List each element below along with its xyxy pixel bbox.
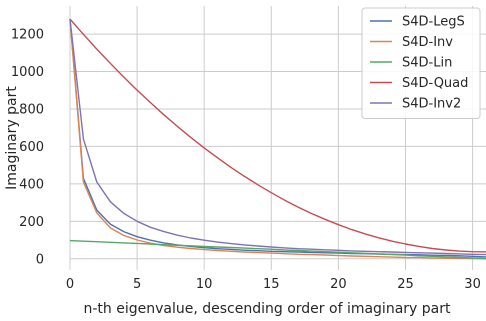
y-tick-label: 800 xyxy=(19,102,44,117)
x-tick-label: 20 xyxy=(330,277,347,292)
y-tick-label: 200 xyxy=(19,215,44,230)
x-tick-label: 5 xyxy=(133,277,141,292)
y-tick-label: 1200 xyxy=(11,28,44,43)
y-tick-label: 600 xyxy=(19,140,44,155)
series-line-s4d-lin xyxy=(69,239,486,260)
series-line-s4d-inv2 xyxy=(69,19,486,256)
x-tick-label: 0 xyxy=(66,277,74,292)
legend-entry: S4D-Inv2 xyxy=(402,97,461,112)
y-tick-label: 400 xyxy=(19,177,44,192)
series-line-s4d-legs xyxy=(69,19,486,258)
legend-entry: S4D-Quad xyxy=(402,76,468,91)
legend-entry: S4D-Lin xyxy=(402,56,452,71)
legend-entry: S4D-LegS xyxy=(402,15,465,30)
y-tick-label: 1000 xyxy=(11,65,44,80)
x-tick-label: 10 xyxy=(196,277,213,292)
x-axis-label: n-th eigenvalue, descending order of ima… xyxy=(84,301,451,317)
series-line-s4d-quad xyxy=(69,18,486,253)
x-tick-label: 25 xyxy=(397,277,414,292)
x-tick-label: 30 xyxy=(464,277,481,292)
series-lines xyxy=(69,18,486,260)
y-axis-label: Imaginary part xyxy=(4,86,20,190)
grid-lines xyxy=(69,6,486,270)
series-line-s4d-inv xyxy=(69,19,486,260)
x-tick-label: 15 xyxy=(263,277,280,292)
y-tick-label: 0 xyxy=(36,252,44,267)
tick-labels: 0 5 10 15 20 25 30 0 200 400 600 800 1000 1200 xyxy=(11,28,481,292)
legend-entry: S4D-Inv xyxy=(402,35,453,50)
legend-box xyxy=(361,7,481,119)
legend: S4D-LegS S4D-Inv S4D-Lin S4D-Quad S4D-Inv2 xyxy=(361,7,481,119)
